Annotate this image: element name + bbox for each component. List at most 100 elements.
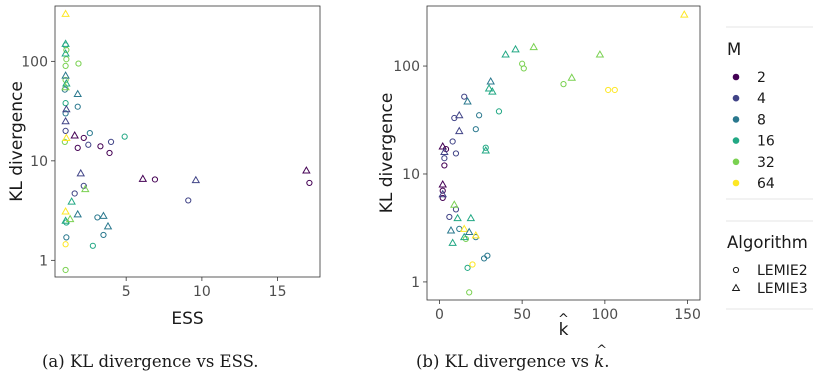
data-point-lemie2 xyxy=(62,100,69,107)
data-point-lemie3 xyxy=(481,146,490,154)
data-point-lemie2 xyxy=(560,81,567,88)
data-point-lemie3 xyxy=(484,84,494,92)
panel-a: 1 10 100 5 10 15 ESS KL divergence xyxy=(7,5,321,329)
caption-b: (b) KL divergence vs k. xyxy=(416,343,610,371)
legend-algorithm-label: LEMIE3 xyxy=(757,281,808,297)
y-tick-label: 1 xyxy=(411,275,420,291)
x-tick-label: 100 xyxy=(591,307,618,323)
panel-a-y-axis-label: KL divergence xyxy=(7,81,27,202)
data-point-lemie3 xyxy=(471,230,481,239)
data-point-lemie2 xyxy=(94,214,101,221)
data-point-lemie3 xyxy=(62,79,71,87)
data-point-lemie2 xyxy=(482,144,489,151)
x-tick-label: 0 xyxy=(435,307,444,323)
data-point-lemie3 xyxy=(76,168,86,177)
data-point-lemie3 xyxy=(459,232,469,241)
data-point-lemie3 xyxy=(73,209,82,218)
panel-b-plot-area xyxy=(426,5,701,301)
data-point-lemie2 xyxy=(466,289,473,296)
data-point-lemie2 xyxy=(61,138,68,146)
data-point-lemie2 xyxy=(62,110,69,117)
data-point-lemie3 xyxy=(191,175,201,184)
data-point-lemie2 xyxy=(611,86,618,94)
data-point-lemie3 xyxy=(529,42,538,51)
data-point-lemie3 xyxy=(440,147,449,156)
legend-algorithm-label: LEMIE2 xyxy=(757,263,808,279)
data-point-lemie3 xyxy=(70,131,79,139)
data-point-lemie3 xyxy=(62,104,71,113)
y-tick-label: 1 xyxy=(39,253,48,269)
data-point-lemie3 xyxy=(438,189,447,198)
panel-b-y-axis-label: KL divergence xyxy=(377,93,397,214)
data-point-lemie2 xyxy=(495,108,503,115)
data-point-lemie2 xyxy=(484,252,491,259)
data-point-lemie2 xyxy=(86,130,93,137)
caption-b-symbol: k xyxy=(594,343,607,371)
data-point-lemie2 xyxy=(62,241,69,248)
panel-b-x-axis-label: k xyxy=(559,320,569,340)
data-point-lemie3 xyxy=(61,9,70,17)
data-point-lemie3 xyxy=(463,97,472,105)
legend-color-swatch xyxy=(732,158,740,166)
panel-a-x-axis: 5 10 15 xyxy=(122,277,287,300)
data-point-lemie3 xyxy=(61,82,70,91)
data-point-lemie2 xyxy=(62,62,69,70)
data-point-lemie3 xyxy=(448,238,457,246)
legend-color-swatch xyxy=(732,94,740,102)
x-tick-label: 10 xyxy=(193,284,211,300)
data-point-lemie2 xyxy=(74,144,81,151)
data-point-lemie2 xyxy=(97,143,104,150)
data-point-lemie2 xyxy=(151,176,159,183)
data-point-lemie3 xyxy=(99,211,108,219)
data-point-lemie2 xyxy=(75,60,82,67)
legend-m-label: 2 xyxy=(757,70,766,86)
data-point-lemie2 xyxy=(71,190,78,197)
x-tick-label: 5 xyxy=(122,284,131,300)
panel-b-x-axis-label-hat: ^ xyxy=(558,312,569,327)
data-point-lemie3 xyxy=(446,226,456,234)
data-point-lemie2 xyxy=(605,86,612,94)
data-point-lemie3 xyxy=(73,89,82,98)
data-point-lemie3 xyxy=(486,77,495,85)
data-point-lemie2 xyxy=(89,242,96,249)
y-tick-label: 10 xyxy=(30,154,48,170)
legend-color-swatch xyxy=(732,179,740,187)
data-point-lemie3 xyxy=(455,126,464,135)
caption-b-suffix: . xyxy=(604,352,610,371)
panel-b-points xyxy=(438,10,689,296)
data-point-lemie3 xyxy=(680,10,689,18)
x-tick-label: 50 xyxy=(513,307,531,323)
data-point-lemie2 xyxy=(62,76,69,84)
data-point-lemie2 xyxy=(461,93,468,100)
data-point-lemie3 xyxy=(453,213,462,222)
triangle-icon xyxy=(731,283,741,292)
legend-algorithm-title: Algorithm xyxy=(727,233,808,252)
legend-color-swatch xyxy=(732,137,740,144)
y-tick-label: 10 xyxy=(402,167,420,183)
data-point-lemie3 xyxy=(464,227,474,236)
legend-algorithm-entries: LEMIE2 LEMIE3 xyxy=(731,263,808,297)
panel-a-x-axis-label: ESS xyxy=(171,309,203,329)
data-point-lemie3 xyxy=(459,224,469,232)
data-point-lemie3 xyxy=(62,133,71,141)
data-point-lemie2 xyxy=(464,264,471,271)
legend-m-label: 32 xyxy=(757,155,775,171)
data-point-lemie2 xyxy=(63,56,70,63)
legend-m-label: 16 xyxy=(757,134,775,150)
data-point-lemie3 xyxy=(61,49,70,57)
caption-b-prefix: (b) KL divergence vs xyxy=(416,352,595,371)
legend-color-swatch xyxy=(732,116,740,123)
data-point-lemie3 xyxy=(511,44,520,53)
data-point-lemie2 xyxy=(62,127,69,134)
data-point-lemie2 xyxy=(520,65,527,72)
data-point-lemie2 xyxy=(63,234,70,241)
data-point-lemie3 xyxy=(595,50,605,58)
data-point-lemie3 xyxy=(61,71,70,79)
legend-color-swatch xyxy=(732,73,740,81)
data-point-lemie2 xyxy=(63,46,70,54)
data-point-lemie2 xyxy=(107,138,115,146)
data-point-lemie3 xyxy=(138,174,148,182)
data-point-lemie3 xyxy=(438,142,447,150)
panel-b-y-axis: 1 10 100 xyxy=(393,59,427,291)
